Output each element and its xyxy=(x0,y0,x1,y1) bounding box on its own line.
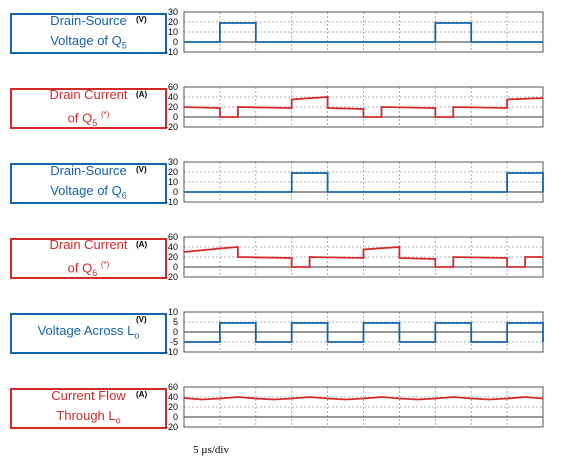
signal-label-1: Drain-Source Voltage of Q5 xyxy=(10,13,167,54)
waveform-plot-5 xyxy=(183,311,544,353)
y-tick-label: 0 xyxy=(172,36,178,47)
y-tick-label: 0 xyxy=(172,261,178,272)
signal-label-line: Voltage Across Lo xyxy=(37,323,140,341)
waveform-trace xyxy=(184,322,544,343)
y-unit-label: (V) xyxy=(136,165,147,174)
y-unit-label: (A) xyxy=(136,390,148,399)
waveform-plot-3 xyxy=(183,161,544,203)
y-tick-labels: 60 40 20 0 -20 xyxy=(150,382,178,431)
waveform-trace xyxy=(184,172,544,193)
y-tick-labels: 30 20 10 0 -10 xyxy=(150,7,178,56)
y-tick-label: 60 xyxy=(167,81,178,92)
y-tick-label: 0 xyxy=(172,111,178,122)
signal-label-line: Drain Current xyxy=(49,236,128,252)
y-tick-label: 20 xyxy=(167,101,178,112)
y-tick-label: 20 xyxy=(167,16,178,27)
y-tick-label: 40 xyxy=(167,391,178,402)
signal-label-line: of Q6 (*) xyxy=(67,259,110,278)
timebase-label: 5 µs/div xyxy=(193,444,229,456)
y-tick-label: 10 xyxy=(167,176,178,187)
y-tick-labels: 30 20 10 0 -10 xyxy=(150,157,178,206)
y-unit-label: (A) xyxy=(136,240,148,249)
signal-label-line: Voltage of Q6 xyxy=(50,183,127,201)
signal-label-2: Drain Current of Q5 (*) xyxy=(10,86,167,129)
signal-label-line: Drain Current xyxy=(49,86,128,102)
y-tick-labels: 10 5 0 -5 -10 xyxy=(150,307,178,356)
y-tick-labels: 60 40 20 0 -20 xyxy=(150,82,178,131)
signal-label-6: Current Flow Through Lo xyxy=(10,388,167,429)
plot-frame xyxy=(183,386,544,428)
y-tick-label: 5 xyxy=(172,316,178,327)
y-tick-label: 20 xyxy=(167,166,178,177)
signal-label-line: Voltage of Q5 xyxy=(50,33,127,51)
waveform-plot-1 xyxy=(183,11,544,53)
waveform-plot-2 xyxy=(183,86,544,128)
signal-label-5: Voltage Across Lo xyxy=(10,313,167,354)
signal-label-line: of Q5 (*) xyxy=(67,109,110,128)
y-unit-label: (V) xyxy=(136,315,147,324)
signal-label-line: Drain-Source xyxy=(50,13,127,29)
y-tick-label: -20 xyxy=(164,121,178,132)
y-tick-label: -5 xyxy=(169,336,178,347)
y-tick-label: 0 xyxy=(172,186,178,197)
waveform-trace xyxy=(183,396,544,401)
signal-label-3: Drain-Source Voltage of Q6 xyxy=(10,163,167,204)
waveform-trace xyxy=(183,96,544,118)
y-tick-label: 20 xyxy=(167,401,178,412)
signal-label-line: Through Lo xyxy=(56,408,121,426)
waveform-plot-4 xyxy=(183,236,544,278)
y-tick-label: 30 xyxy=(167,6,178,17)
y-tick-label: -20 xyxy=(164,271,178,282)
plot-frame xyxy=(183,11,544,53)
y-tick-label: 40 xyxy=(167,91,178,102)
signal-label-line: Current Flow xyxy=(51,388,126,404)
signal-label-line: Drain-Source xyxy=(50,163,127,179)
y-tick-label: 20 xyxy=(167,251,178,262)
y-tick-label: 0 xyxy=(172,326,178,337)
y-tick-label: 10 xyxy=(167,306,178,317)
y-tick-label: 40 xyxy=(167,241,178,252)
y-unit-label: (A) xyxy=(136,90,148,99)
y-tick-label: 30 xyxy=(167,156,178,167)
y-tick-label: -20 xyxy=(164,421,178,432)
y-tick-label: 0 xyxy=(172,411,178,422)
y-tick-labels: 60 40 20 0 -20 xyxy=(150,232,178,281)
y-tick-label: -10 xyxy=(164,196,178,207)
waveform-plot-6 xyxy=(183,386,544,428)
y-tick-label: -10 xyxy=(164,346,178,357)
signal-label-4: Drain Current of Q6 (*) xyxy=(10,236,167,279)
waveform-trace xyxy=(183,246,543,268)
waveform-trace xyxy=(184,22,543,43)
y-tick-label: 60 xyxy=(167,381,178,392)
y-tick-label: 60 xyxy=(167,231,178,242)
y-tick-label: 10 xyxy=(167,26,178,37)
y-unit-label: (V) xyxy=(136,15,147,24)
y-tick-label: -10 xyxy=(164,46,178,57)
